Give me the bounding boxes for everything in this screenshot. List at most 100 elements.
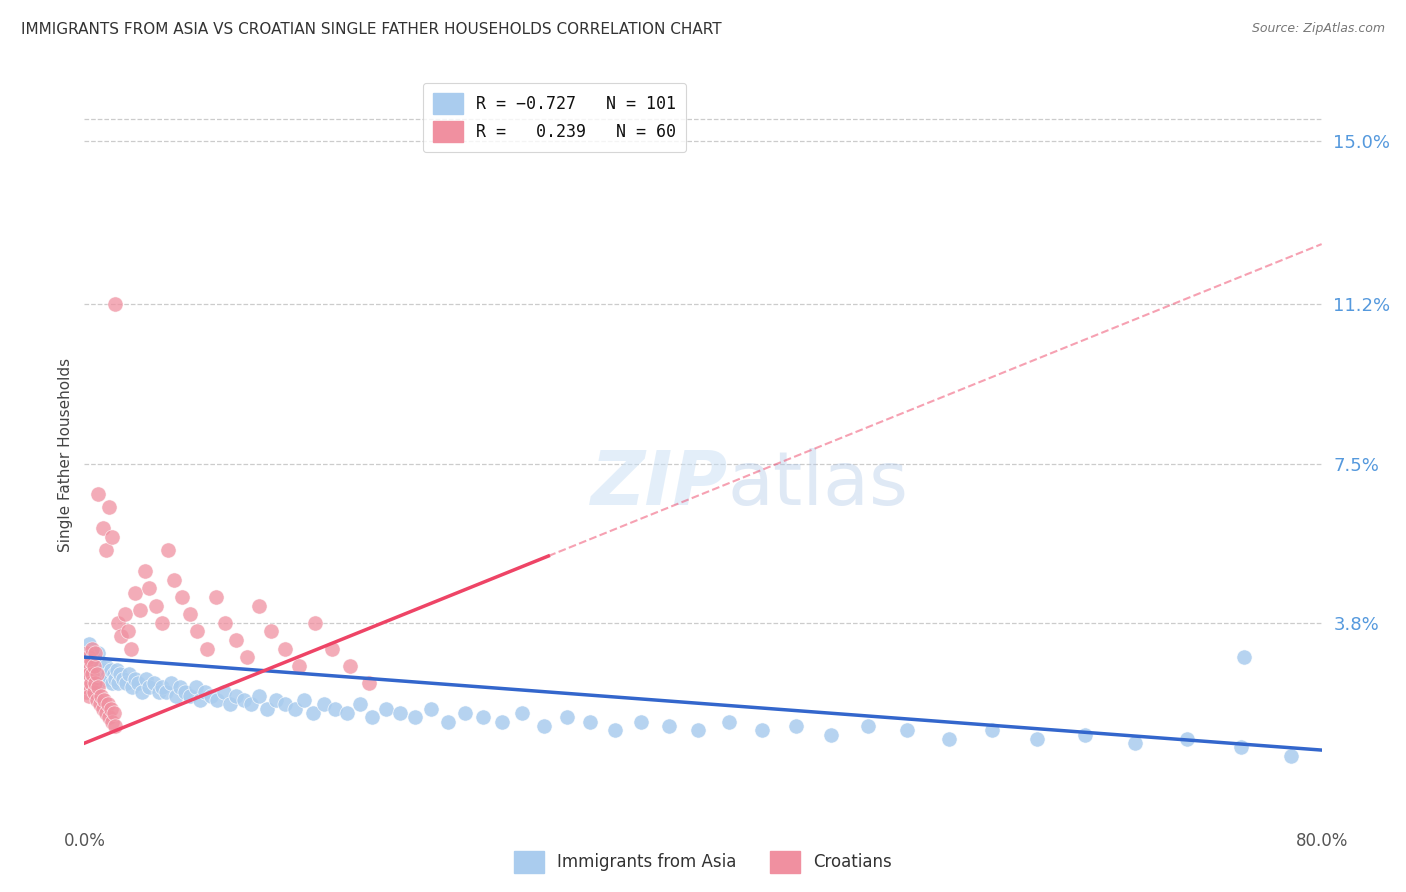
Text: Source: ZipAtlas.com: Source: ZipAtlas.com (1251, 22, 1385, 36)
Point (357, 676, 380, 690)
Point (114, 607, 136, 621)
Point (820, 728, 842, 742)
Point (86, 667, 108, 681)
Point (91, 663, 114, 677)
Point (112, 672, 135, 686)
Point (105, 663, 128, 677)
Point (79, 655, 101, 669)
Point (108, 667, 131, 681)
Point (339, 658, 361, 673)
Point (1175, 731, 1198, 746)
Point (205, 590, 228, 604)
Point (90, 689, 112, 703)
Point (129, 603, 152, 617)
Point (76, 680, 98, 694)
Point (79, 663, 101, 677)
Point (77, 689, 100, 703)
Point (160, 676, 183, 690)
Point (84, 658, 107, 673)
Point (124, 672, 146, 686)
Point (135, 672, 157, 686)
Point (94, 706, 117, 720)
Point (121, 680, 143, 694)
Point (148, 684, 170, 698)
Point (118, 667, 141, 681)
Point (79, 676, 101, 690)
Point (375, 702, 398, 716)
Point (77, 637, 100, 651)
Point (150, 680, 173, 694)
Point (128, 676, 150, 690)
Point (75, 650, 97, 665)
Point (93, 672, 115, 686)
Point (94, 542, 117, 557)
Point (264, 693, 287, 707)
Point (212, 684, 235, 698)
Point (169, 680, 191, 694)
Point (437, 714, 460, 729)
Point (314, 698, 336, 712)
Point (188, 693, 212, 707)
Point (214, 615, 236, 630)
Point (718, 714, 741, 729)
Point (138, 582, 160, 596)
Point (82, 667, 104, 681)
Point (100, 702, 122, 716)
Point (579, 714, 602, 729)
Point (83, 658, 105, 673)
Point (186, 624, 208, 639)
Point (304, 615, 326, 630)
Y-axis label: Single Father Households: Single Father Households (58, 358, 73, 552)
Point (75, 684, 97, 698)
Point (103, 706, 125, 720)
Point (124, 585, 146, 599)
Point (256, 702, 278, 716)
Point (76, 646, 98, 660)
Point (404, 710, 426, 724)
Point (658, 719, 681, 733)
Point (87, 680, 110, 694)
Point (87, 676, 110, 690)
Point (76, 658, 98, 673)
Point (94, 658, 117, 673)
Point (225, 632, 247, 647)
Point (170, 590, 193, 604)
Point (302, 706, 325, 720)
Point (90, 667, 112, 681)
Point (1230, 740, 1253, 755)
Point (388, 706, 411, 720)
Point (86, 693, 108, 707)
Point (533, 719, 555, 733)
Point (1233, 650, 1256, 665)
Point (98, 500, 121, 514)
Legend: R = −0.727   N = 101, R =   0.239   N = 60: R = −0.727 N = 101, R = 0.239 N = 60 (423, 83, 686, 153)
Point (165, 689, 187, 703)
Point (103, 667, 125, 681)
Point (84, 680, 107, 694)
Point (84, 676, 107, 690)
Point (156, 542, 179, 557)
Point (98, 710, 121, 724)
Text: ZIP: ZIP (591, 448, 728, 521)
Point (938, 731, 960, 746)
Point (75, 658, 97, 673)
Point (76, 646, 98, 660)
Point (1279, 749, 1302, 764)
Point (491, 714, 513, 729)
Point (1123, 736, 1146, 750)
Point (184, 680, 207, 694)
Point (274, 698, 297, 712)
Point (107, 615, 129, 630)
Point (97, 667, 120, 681)
Point (120, 641, 142, 656)
Point (83, 684, 105, 698)
Point (174, 684, 197, 698)
Point (84, 646, 107, 660)
Point (115, 676, 138, 690)
Point (247, 599, 270, 613)
Point (321, 641, 343, 656)
Point (75, 672, 97, 686)
Point (288, 658, 311, 673)
Point (603, 723, 626, 738)
Point (101, 714, 124, 729)
